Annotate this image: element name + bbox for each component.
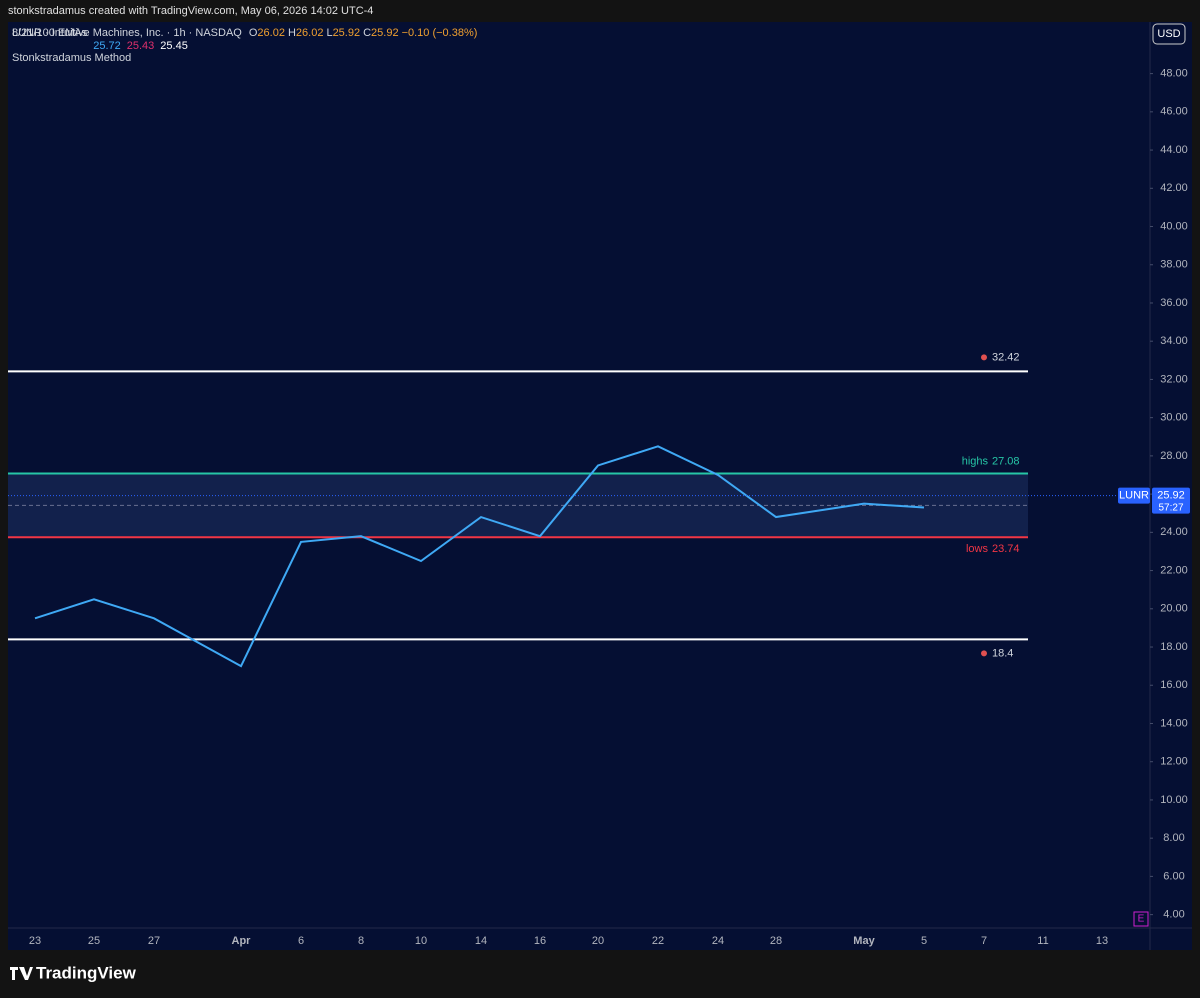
alert-icon	[981, 354, 987, 361]
x-tick-label: May	[853, 935, 875, 947]
legend-method: Stonkstradamus Method	[12, 52, 131, 64]
footer: TradingView	[36, 963, 137, 982]
y-tick-label: 10.00	[1160, 794, 1188, 806]
level-value: 18.4	[992, 647, 1013, 659]
header: stonkstradamus created with TradingView.…	[8, 5, 373, 17]
y-tick-label: 44.00	[1160, 144, 1188, 156]
legend-value: 25.92	[371, 27, 399, 39]
currency-box[interactable]	[1152, 23, 1186, 45]
legend-value: 26.02	[296, 27, 324, 39]
y-tick-label: 20.00	[1160, 603, 1188, 615]
y-tick-label: 42.00	[1160, 182, 1188, 194]
x-tick-label: 20	[592, 935, 604, 947]
x-tick-label: 7	[981, 935, 987, 947]
legend-ema-value: 25.45	[160, 40, 188, 52]
earnings[interactable]: E	[1138, 914, 1145, 925]
legend-key: C	[363, 27, 371, 39]
x-tick-label: Apr	[232, 935, 252, 947]
range-zone	[8, 473, 1028, 538]
y-tick-label: 28.00	[1160, 450, 1188, 462]
x-tick-label: 11	[1037, 935, 1048, 947]
legend-key: L	[326, 27, 332, 39]
y-tick-label: 38.00	[1160, 259, 1188, 271]
legend-change: −0.10 (−0.38%)	[402, 27, 478, 39]
y-tick-label: 6.00	[1163, 870, 1184, 882]
y-tick-label: 18.00	[1160, 641, 1188, 653]
x-tick-label: 10	[415, 935, 427, 947]
x-tick-label: 13	[1096, 935, 1108, 947]
y-tick-label: 16.00	[1160, 679, 1188, 691]
legend-ema-value: 25.43	[127, 40, 155, 52]
logo	[10, 967, 33, 980]
x-tick-label: 8	[358, 935, 364, 947]
level-value: 23.74	[992, 543, 1020, 555]
legend-key: H	[288, 27, 296, 39]
level-value: 32.42	[992, 351, 1020, 363]
y-tick-label: 22.00	[1160, 564, 1188, 576]
earnings-box[interactable]	[1133, 911, 1149, 927]
y-tick-label: 4.00	[1163, 909, 1184, 921]
last-price-box	[1152, 487, 1190, 514]
x-tick-label: 5	[921, 935, 927, 947]
currency[interactable]: USD	[1157, 28, 1180, 40]
x-tick-label: 6	[298, 935, 304, 947]
y-tick-label: 8.00	[1163, 832, 1184, 844]
legend-value: 26.02	[257, 27, 285, 39]
legend-ema-label: 8/21/100 EMAs	[12, 27, 88, 39]
last-symbol-box	[1118, 487, 1150, 504]
y-tick-label: 40.00	[1160, 220, 1188, 232]
chart-bg	[8, 22, 1192, 950]
countdown: 57:27	[1158, 502, 1183, 513]
legend-symbol: LUNR · Intuitive Machines, Inc. · 1h · N…	[12, 27, 242, 39]
x-tick-label: 27	[148, 935, 160, 947]
x-tick-label: 23	[29, 935, 41, 947]
level-value: 27.08	[992, 455, 1020, 467]
legend-value: 25.92	[333, 27, 361, 39]
legend-key: O	[249, 27, 258, 39]
y-tick-label: 32.00	[1160, 373, 1188, 385]
y-tick-label: 30.00	[1160, 412, 1188, 424]
y-tick-label: 14.00	[1160, 717, 1188, 729]
alert-icon	[981, 650, 987, 657]
price-line	[34, 445, 925, 668]
level-name: lows	[966, 543, 989, 555]
x-tick-label: 28	[770, 935, 782, 947]
x-tick-label: 25	[88, 935, 100, 947]
x-tick-label: 22	[652, 935, 664, 947]
y-tick-label: 48.00	[1160, 68, 1188, 80]
x-tick-label: 14	[475, 935, 487, 947]
last-price: 25.92	[1157, 490, 1185, 502]
last-symbol: LUNR	[1119, 490, 1149, 502]
y-tick-label: 12.00	[1160, 756, 1188, 768]
legend-ema-value: 25.72	[93, 40, 121, 52]
y-tick-label: 46.00	[1160, 106, 1188, 118]
y-tick-label: 24.00	[1160, 526, 1188, 538]
y-tick-label: 36.00	[1160, 297, 1188, 309]
x-tick-label: 24	[712, 935, 724, 947]
x-tick-label: 16	[534, 935, 546, 947]
level-name: highs	[962, 455, 989, 467]
y-tick-label: 34.00	[1160, 335, 1188, 347]
